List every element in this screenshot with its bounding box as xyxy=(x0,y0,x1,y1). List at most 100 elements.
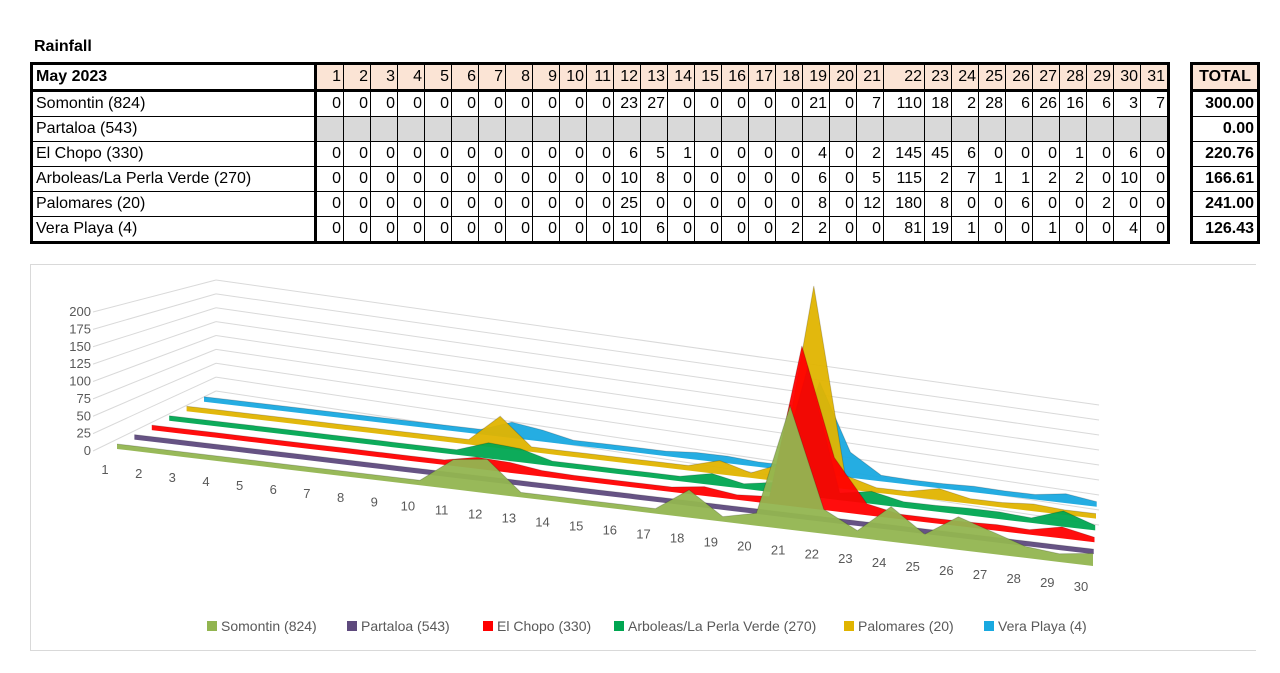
table-cell: 0 xyxy=(1086,141,1114,167)
table-cell: 0 xyxy=(559,90,587,117)
table-cell: 0 xyxy=(1059,216,1087,244)
table-cell: 2 xyxy=(924,166,952,192)
table-cell: 0 xyxy=(748,216,776,244)
table-cell xyxy=(775,116,803,142)
table-cell: 0 xyxy=(694,90,722,117)
x-tick-label: 9 xyxy=(371,494,378,509)
day-header: 15 xyxy=(694,62,722,92)
table-cell: 0 xyxy=(721,191,749,217)
table-cell: 0 xyxy=(1005,216,1033,244)
table-cell: 10 xyxy=(613,216,641,244)
table-cell: 6 xyxy=(951,141,979,167)
table-cell: 81 xyxy=(883,216,925,244)
station-name: El Chopo (330) xyxy=(30,141,317,167)
chart-area: 0 25 50 75 100 125 150 175 200 1 2 3 4 5 6 7 8 9 10 11 12 13… xyxy=(30,264,1256,651)
gridline-left xyxy=(92,321,217,365)
table-cell: 6 xyxy=(613,141,641,167)
table-cell: 0 xyxy=(451,216,479,244)
table-cell: 0 xyxy=(451,90,479,117)
table-cell: 8 xyxy=(640,166,668,192)
table-cell: 0 xyxy=(532,191,560,217)
table-cell: 0 xyxy=(775,90,803,117)
gridline-left xyxy=(92,376,217,435)
table-cell xyxy=(1140,116,1170,142)
table-cell: 0 xyxy=(667,216,695,244)
x-tick-label: 5 xyxy=(236,478,243,493)
table-cell: 4 xyxy=(802,141,830,167)
table-cell: 0 xyxy=(1032,141,1060,167)
table-cell: 7 xyxy=(1140,90,1170,117)
table-cell: 0 xyxy=(315,216,344,244)
x-tick-label: 28 xyxy=(1006,571,1020,586)
series-area-4 xyxy=(186,285,1097,519)
station-total: 241.00 xyxy=(1190,191,1260,217)
day-header: 19 xyxy=(802,62,830,92)
table-cell: 18 xyxy=(924,90,952,117)
x-tick-label: 10 xyxy=(401,498,415,513)
table-cell xyxy=(951,116,979,142)
table-cell xyxy=(532,116,560,142)
table-cell xyxy=(505,116,533,142)
x-tick-label: 19 xyxy=(704,535,718,550)
table-cell: 0 xyxy=(315,90,344,117)
table-cell: 0 xyxy=(478,166,506,192)
table-cell: 0 xyxy=(505,166,533,192)
gridline-left xyxy=(92,293,217,330)
day-header: 26 xyxy=(1005,62,1033,92)
table-cell: 0 xyxy=(586,191,614,217)
table-cell: 8 xyxy=(924,191,952,217)
x-tick-label: 25 xyxy=(905,559,919,574)
table-cell: 0 xyxy=(748,166,776,192)
station-name: Partaloa (543) xyxy=(30,116,317,142)
table-cell: 2 xyxy=(1086,191,1114,217)
table-cell: 0 xyxy=(478,141,506,167)
series-area-0 xyxy=(116,404,1094,566)
day-header: 22 xyxy=(883,62,925,92)
table-cell: 0 xyxy=(370,141,398,167)
table-cell: 0 xyxy=(586,141,614,167)
x-tick-label: 15 xyxy=(569,519,583,534)
day-header: 4 xyxy=(397,62,425,92)
station-total: 126.43 xyxy=(1190,216,1260,244)
table-cell xyxy=(478,116,506,142)
station-name: Arboleas/La Perla Verde (270) xyxy=(30,166,317,192)
table-cell: 5 xyxy=(856,166,884,192)
table-cell: 1 xyxy=(1005,166,1033,192)
table-cell: 0 xyxy=(667,90,695,117)
table-cell xyxy=(1032,116,1060,142)
table-cell: 0 xyxy=(343,166,371,192)
table-cell: 0 xyxy=(424,191,452,217)
table-cell: 0 xyxy=(1140,166,1170,192)
station-total: 0.00 xyxy=(1190,116,1260,142)
station-name: Palomares (20) xyxy=(30,191,317,217)
table-cell: 0 xyxy=(343,216,371,244)
table-cell: 7 xyxy=(856,90,884,117)
table-cell: 0 xyxy=(829,90,857,117)
table-cell: 0 xyxy=(397,191,425,217)
table-cell xyxy=(667,116,695,142)
table-cell: 0 xyxy=(856,216,884,244)
table-cell xyxy=(451,116,479,142)
table-cell: 0 xyxy=(451,191,479,217)
day-header: 2 xyxy=(343,62,371,92)
series-area-5 xyxy=(203,380,1097,507)
table-cell xyxy=(397,116,425,142)
table-cell: 1 xyxy=(978,166,1006,192)
table-cell: 0 xyxy=(478,216,506,244)
table-cell: 0 xyxy=(505,191,533,217)
table-cell: 16 xyxy=(1059,90,1087,117)
table-cell: 0 xyxy=(829,141,857,167)
table-cell xyxy=(586,116,614,142)
table-cell: 1 xyxy=(1032,216,1060,244)
table-cell: 0 xyxy=(397,166,425,192)
gridline-left xyxy=(92,335,217,382)
day-header: 5 xyxy=(424,62,452,92)
table-cell: 2 xyxy=(951,90,979,117)
legend-label: Somontin (824) xyxy=(221,618,317,634)
series-area-edge xyxy=(203,380,1097,503)
x-tick-label: 30 xyxy=(1074,579,1088,594)
legend-swatch xyxy=(984,621,994,631)
table-cell: 0 xyxy=(315,191,344,217)
y-tick-label: 200 xyxy=(69,304,91,319)
table-cell: 0 xyxy=(370,191,398,217)
